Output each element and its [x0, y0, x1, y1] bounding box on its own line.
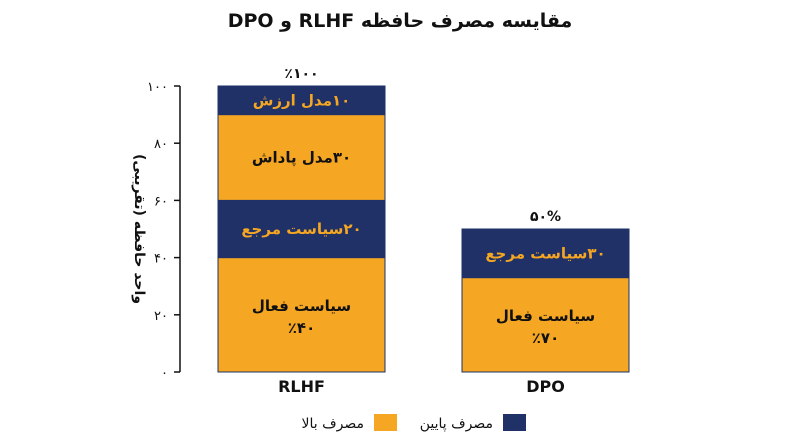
y-tick-label: ۶۰: [154, 194, 168, 209]
segment-label: ۳۰سیاست مرجع: [485, 244, 605, 262]
bar-total-label: ٪۱۰۰: [284, 66, 318, 82]
bar-segment: [461, 277, 630, 373]
legend-label: مصرف بالا: [302, 416, 364, 432]
category-label: RLHF: [278, 377, 325, 396]
legend-label: مصرف پایین: [420, 416, 493, 432]
y-tick-label: ۸۰: [154, 137, 168, 152]
y-tick-label: ۰: [161, 366, 168, 381]
y-axis-ticks: ۰ ۲۰ ۴۰ ۶۰ ۸۰ ۱۰۰: [147, 80, 180, 381]
bar-total-label: ۵۰%: [530, 209, 561, 225]
category-label: DPO: [526, 377, 565, 396]
bar-segment: [217, 199, 386, 259]
bar-segment: [217, 114, 386, 201]
segment-label: ۳۰مدل پاداش: [252, 149, 351, 168]
category-labels: RLHF DPO: [278, 377, 565, 396]
segment-sublabel: ٪۷۰: [532, 329, 559, 347]
bar-segment: [217, 85, 386, 116]
segment-label: ۱۰مدل ارزش: [253, 91, 351, 109]
y-tick-label: ۴۰: [154, 252, 168, 267]
legend-swatch: [374, 414, 397, 431]
legend-swatch: [503, 414, 526, 431]
legend: مصرف پایین مصرف بالا: [302, 414, 526, 432]
segment-label: سیاست فعال: [252, 297, 351, 315]
chart-title: مقایسه مصرف حافظه RLHF و DPO: [228, 10, 573, 32]
segment-label: ۲۰سیاست مرجع: [241, 220, 361, 238]
total-labels: ٪۱۰۰ ۵۰%: [284, 66, 561, 225]
y-axis-label: واحد حافظه (تقریبی): [131, 154, 147, 304]
segment-sublabel: ٪۴۰: [288, 319, 315, 337]
bar-segment: [461, 228, 630, 279]
bar-segment: [217, 257, 386, 373]
segment-label: سیاست فعال: [496, 307, 595, 325]
y-tick-label: ۱۰۰: [147, 80, 168, 95]
y-tick-label: ۲۰: [154, 309, 168, 324]
bars: سیاست فعال ٪۴۰ ۲۰سیاست مرجع ۳۰مدل پاداش ۱۰مد…: [217, 85, 630, 373]
